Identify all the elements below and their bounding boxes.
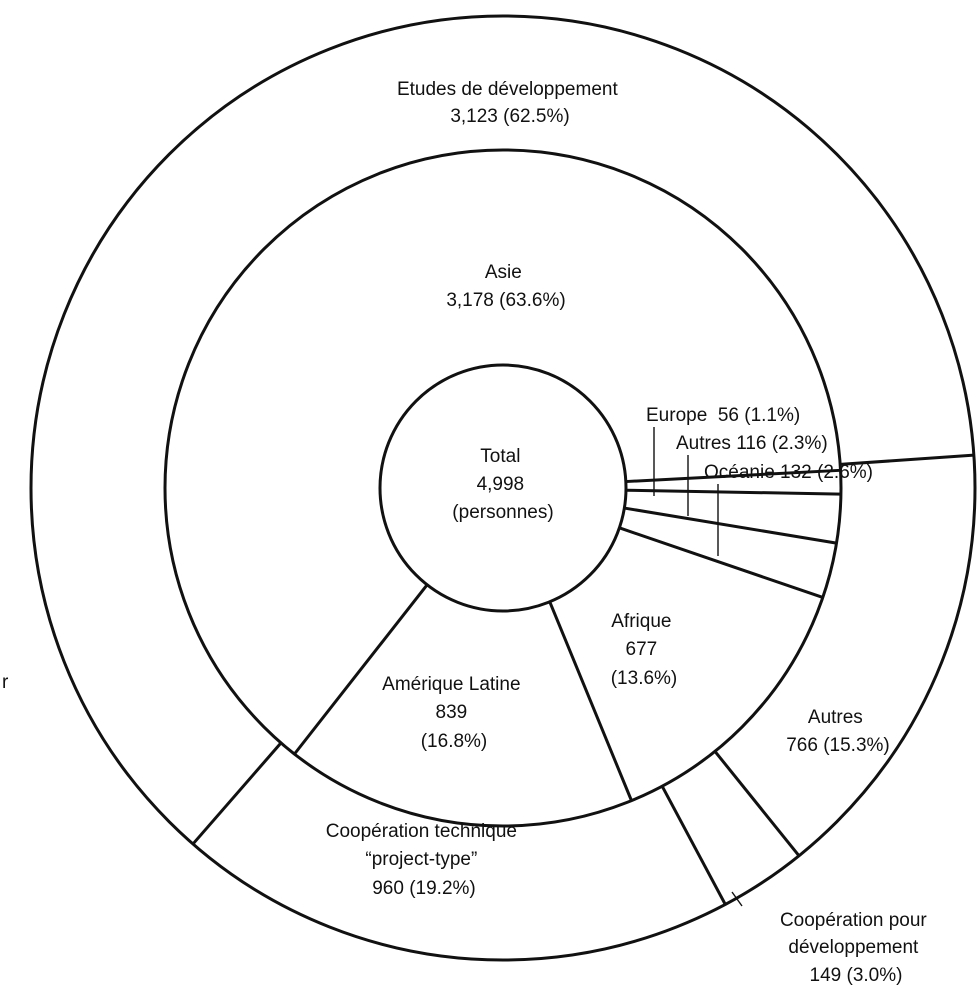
amerique-latine-label: Amérique Latine 839 (16.8%) (382, 674, 526, 752)
center-circle (378, 363, 628, 613)
boundary-inner-europe (625, 468, 841, 484)
leader-lines (653, 427, 743, 907)
boundary-inner-oc-anie (624, 506, 837, 545)
ring-outlines (29, 14, 977, 962)
autres-type-label: Autres 766 (15.3%) (786, 707, 890, 756)
boundary-outer-coop-ration-technique-project-type- (660, 785, 727, 906)
slice-labels: r Etudes de développement 3,123 (62.5%) … (2, 79, 932, 986)
cooperation-technique-label: Coopération technique “project-type” 960… (326, 821, 522, 899)
etudes-label: Etudes de développement 3,123 (62.5%) (397, 79, 623, 127)
boundary-outer-etudes-de-d-veloppement (191, 741, 283, 845)
boundary-outer-autres (840, 453, 974, 466)
center-label: Total 4,998 (personnes) (452, 446, 553, 523)
oceanie-label: Océanie 132 (2.6%) (704, 462, 873, 483)
slice-boundaries (191, 453, 974, 906)
boundary-inner-autres (625, 488, 841, 496)
europe-label: Europe 56 (1.1%) (646, 405, 800, 426)
boundary-inner-afrique (618, 526, 824, 599)
edge-fragment-label: r (2, 672, 9, 693)
boundary-inner-am-rique-latine (548, 601, 633, 802)
coop-dev-leader (731, 891, 743, 907)
autres-region-label: Autres 116 (2.3%) (676, 433, 828, 454)
boundary-inner-asie (293, 583, 429, 755)
boundary-outer-coop-ration-pour-d-veloppement (713, 750, 801, 857)
cooperation-developpement-label: Coopération pour développement 149 (3.0%… (780, 910, 932, 986)
asie-label: Asie 3,178 (63.6%) (446, 262, 565, 311)
afrique-label: Afrique 677 (13.6%) (611, 611, 678, 689)
